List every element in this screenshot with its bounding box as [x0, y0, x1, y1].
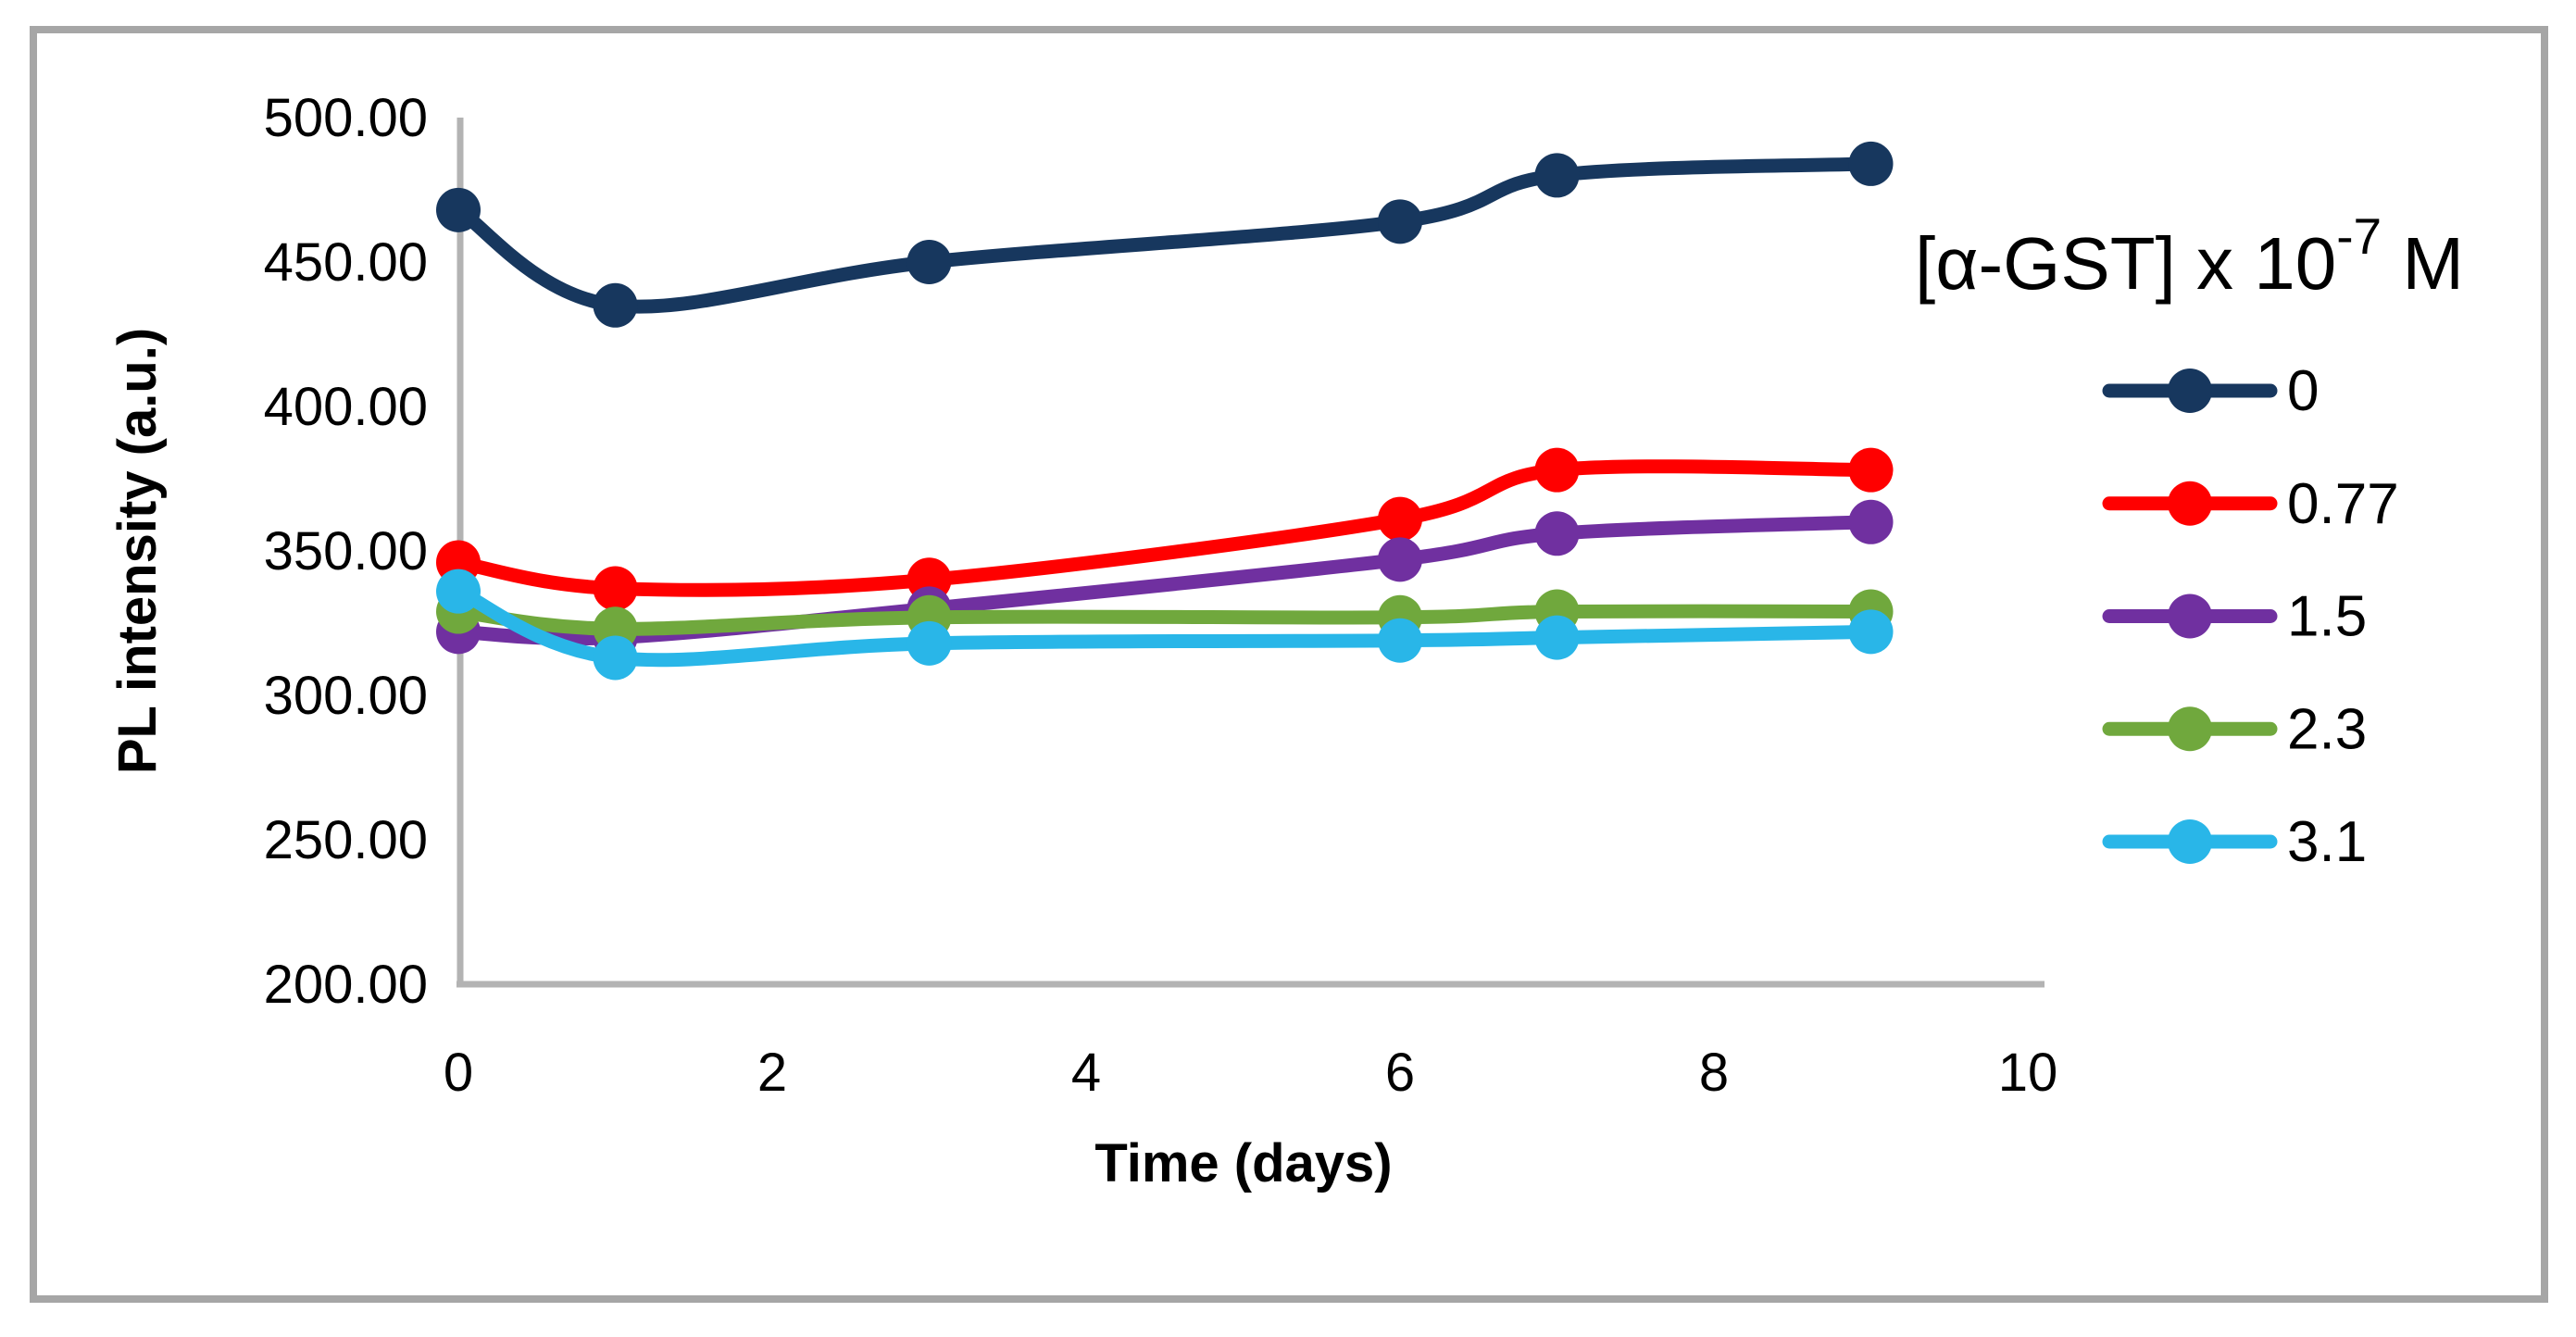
- legend-item-1.5: 1.5: [2102, 585, 2367, 649]
- x-tick-label-8: 8: [1699, 1043, 1729, 1103]
- legend-label-2.3: 2.3: [2287, 697, 2367, 761]
- y-tick-label-200.00: 200.00: [264, 955, 428, 1015]
- y-tick-label-350.00: 350.00: [264, 521, 428, 581]
- y-tick-label-450.00: 450.00: [264, 232, 428, 293]
- marker-0-day-9: [1848, 141, 1894, 186]
- marker-1.5-day-9: [1848, 499, 1894, 544]
- legend-item-3.1: 3.1: [2102, 810, 2367, 874]
- y-axis-title: PL intensity (a.u.): [107, 328, 168, 774]
- legend-label-3.1: 3.1: [2287, 810, 2367, 874]
- series-0: [436, 141, 1894, 328]
- y-axis-tick-labels: 500.00 450.00 400.00 350.00 300.00 250.00 200.…: [264, 88, 428, 1015]
- legend-items: 0 0.77 1.5 2.3 3.1: [2102, 359, 2399, 874]
- legend-swatch-marker-1.5: [2168, 594, 2212, 639]
- legend: [α-GST] x 10-7 M 0 0.77 1.5 2.3 3.1: [1915, 207, 2464, 874]
- series-line-0: [451, 156, 1878, 314]
- legend-item-0.77: 0.77: [2102, 472, 2399, 536]
- marker-0-day-1: [593, 282, 638, 328]
- x-tick-label-10: 10: [1998, 1043, 2058, 1103]
- legend-item-2.3: 2.3: [2102, 697, 2367, 761]
- legend-title: [α-GST] x 10-7 M: [1915, 207, 2464, 305]
- marker-0.77-day-9: [1848, 447, 1894, 493]
- x-axis-title: Time (days): [1094, 1133, 1392, 1193]
- x-tick-label-6: 6: [1385, 1043, 1415, 1103]
- x-tick-label-0: 0: [444, 1043, 473, 1103]
- marker-1.5-day-7: [1534, 511, 1580, 556]
- marker-1.5-day-6: [1378, 537, 1422, 582]
- marker-0-day-7: [1534, 153, 1580, 198]
- legend-label-0.77: 0.77: [2287, 472, 2399, 536]
- marker-0-day-0: [436, 187, 481, 232]
- marker-3.1-day-7: [1534, 615, 1580, 660]
- x-tick-label-4: 4: [1071, 1043, 1101, 1103]
- marker-0-day-6: [1378, 199, 1422, 244]
- marker-3.1-day-1: [593, 635, 638, 681]
- legend-swatch-marker-2.3: [2168, 706, 2212, 752]
- marker-3.1-day-6: [1378, 618, 1422, 663]
- legend-swatch-marker-0: [2168, 369, 2212, 413]
- y-tick-label-250.00: 250.00: [264, 810, 428, 870]
- marker-0-day-3: [907, 240, 952, 284]
- legend-label-0: 0: [2287, 359, 2319, 423]
- legend-swatch-marker-0.77: [2168, 481, 2212, 526]
- legend-swatch-marker-3.1: [2168, 819, 2212, 864]
- chart-border: [30, 26, 2548, 1303]
- x-axis-tick-labels: 0 2 4 6 8 10: [444, 1043, 2057, 1103]
- legend-item-0: 0: [2102, 359, 2319, 423]
- marker-0.77-day-6: [1378, 496, 1422, 542]
- y-tick-label-400.00: 400.00: [264, 377, 428, 437]
- marker-3.1-day-9: [1848, 609, 1894, 655]
- marker-0.77-day-1: [593, 566, 638, 611]
- y-tick-label-500.00: 500.00: [264, 88, 428, 148]
- marker-3.1-day-3: [907, 620, 952, 666]
- marker-3.1-day-0: [436, 569, 481, 614]
- legend-label-1.5: 1.5: [2287, 585, 2367, 649]
- data-series-group: [436, 141, 1894, 681]
- marker-0.77-day-7: [1534, 447, 1580, 493]
- series-3.1: [436, 569, 1894, 681]
- x-tick-label-2: 2: [757, 1043, 787, 1103]
- y-tick-label-300.00: 300.00: [264, 666, 428, 726]
- series-line-2.3: [451, 604, 1878, 636]
